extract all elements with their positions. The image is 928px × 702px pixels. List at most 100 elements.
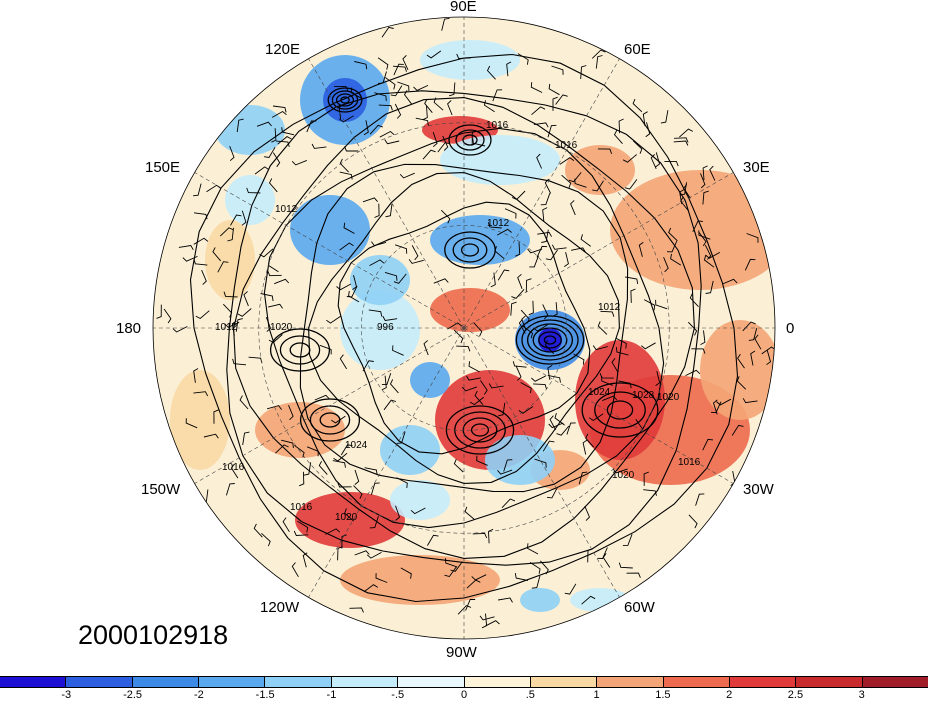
anomaly-patch [410, 362, 450, 398]
anomaly-patch [538, 328, 562, 352]
wind-barb [531, 575, 541, 589]
graticule [153, 17, 775, 639]
wind-barb [548, 83, 560, 96]
wind-barb [703, 254, 715, 268]
wind-barb [554, 412, 565, 426]
wind-barb [415, 117, 429, 126]
anomaly-patch [390, 480, 450, 520]
wind-barb [551, 244, 567, 250]
isobar [335, 93, 355, 107]
wind-barb [178, 245, 194, 251]
wind-barb [303, 462, 312, 476]
wind-barb [679, 128, 694, 138]
wind-barb [540, 193, 551, 206]
contour-label: 1012 [275, 204, 298, 215]
wind-barb [568, 172, 582, 183]
wind-barb [403, 90, 413, 105]
date-stamp: 2000102918 [78, 620, 229, 650]
wind-barb [344, 508, 354, 522]
wind-barb [394, 103, 402, 119]
wind-barb [423, 340, 429, 356]
wind-barb [163, 308, 172, 324]
wind-barb [582, 439, 588, 455]
wind-barb [333, 452, 348, 462]
wind-barb [344, 146, 359, 152]
wind-barb [453, 459, 464, 473]
wind-barb [254, 166, 270, 175]
wind-barb [571, 247, 586, 253]
wind-barb [280, 439, 294, 449]
wind-barb [471, 574, 487, 581]
wind-barb [587, 548, 593, 563]
wind-barb [319, 344, 332, 355]
wind-barb [673, 140, 689, 146]
meridian [308, 327, 465, 598]
wind-barb [275, 444, 289, 454]
wind-barb [230, 463, 239, 479]
wind-barb [712, 399, 718, 415]
wind-barb [488, 528, 494, 544]
wind-barb [588, 413, 604, 422]
wind-barb [466, 375, 481, 381]
wind-barb [271, 128, 277, 143]
wind-barb [599, 373, 614, 379]
wind-barb [369, 259, 385, 266]
contour-label: 1028 [632, 390, 655, 401]
contour-label: 1012 [215, 322, 238, 333]
wind-barb [332, 460, 346, 468]
wind-barb [341, 534, 347, 549]
wind-barb [484, 620, 500, 627]
wind-barb [615, 347, 629, 356]
wind-barb [299, 471, 305, 487]
wind-barb [573, 353, 585, 365]
colorbar-tick-label: 1 [593, 689, 600, 701]
wind-barb [281, 127, 295, 136]
wind-barb [338, 104, 344, 120]
anomaly-patch [610, 170, 775, 290]
wind-barb [574, 178, 587, 188]
wind-barb [536, 153, 543, 169]
wind-barb [437, 142, 451, 153]
anomaly-patch [570, 588, 630, 612]
wind-barb [515, 365, 522, 381]
wind-barb [241, 210, 247, 226]
wind-barb [377, 57, 389, 70]
wind-barb [731, 424, 744, 436]
wind-barb [354, 61, 368, 70]
wind-barb [461, 386, 478, 392]
wind-barb [172, 326, 188, 333]
meridian [194, 172, 465, 329]
isobar [448, 124, 492, 156]
contour-label: 996 [377, 322, 394, 333]
wind-barb [580, 234, 591, 247]
wind-barb [396, 431, 406, 444]
wind-barb [384, 271, 398, 281]
colorbar-cell [796, 677, 863, 687]
wind-barb [597, 321, 608, 335]
wind-barbs [156, 17, 775, 629]
wind-barb [223, 291, 238, 298]
anomaly-patch [225, 175, 275, 225]
wind-barb [447, 322, 462, 330]
wind-barb [432, 131, 438, 148]
wind-barb [389, 379, 399, 394]
wind-barb [368, 309, 383, 317]
wind-barb [266, 405, 282, 410]
wind-barb [490, 272, 496, 288]
colorbar-tick-label: 2 [726, 689, 733, 701]
wind-barb [750, 350, 756, 366]
anomaly-patch [340, 555, 500, 605]
wind-barb [581, 595, 596, 605]
wind-barb [271, 110, 287, 118]
wind-barb [393, 273, 407, 284]
wind-barb [622, 154, 637, 163]
wind-barb [474, 390, 484, 405]
wind-barb [339, 171, 353, 180]
wind-barb [222, 303, 233, 318]
wind-barb [480, 380, 488, 395]
wind-barb [533, 383, 548, 390]
anomaly-patch [380, 425, 440, 475]
wind-barb [702, 438, 714, 451]
wind-barb [457, 605, 472, 615]
wind-barb [397, 81, 410, 92]
